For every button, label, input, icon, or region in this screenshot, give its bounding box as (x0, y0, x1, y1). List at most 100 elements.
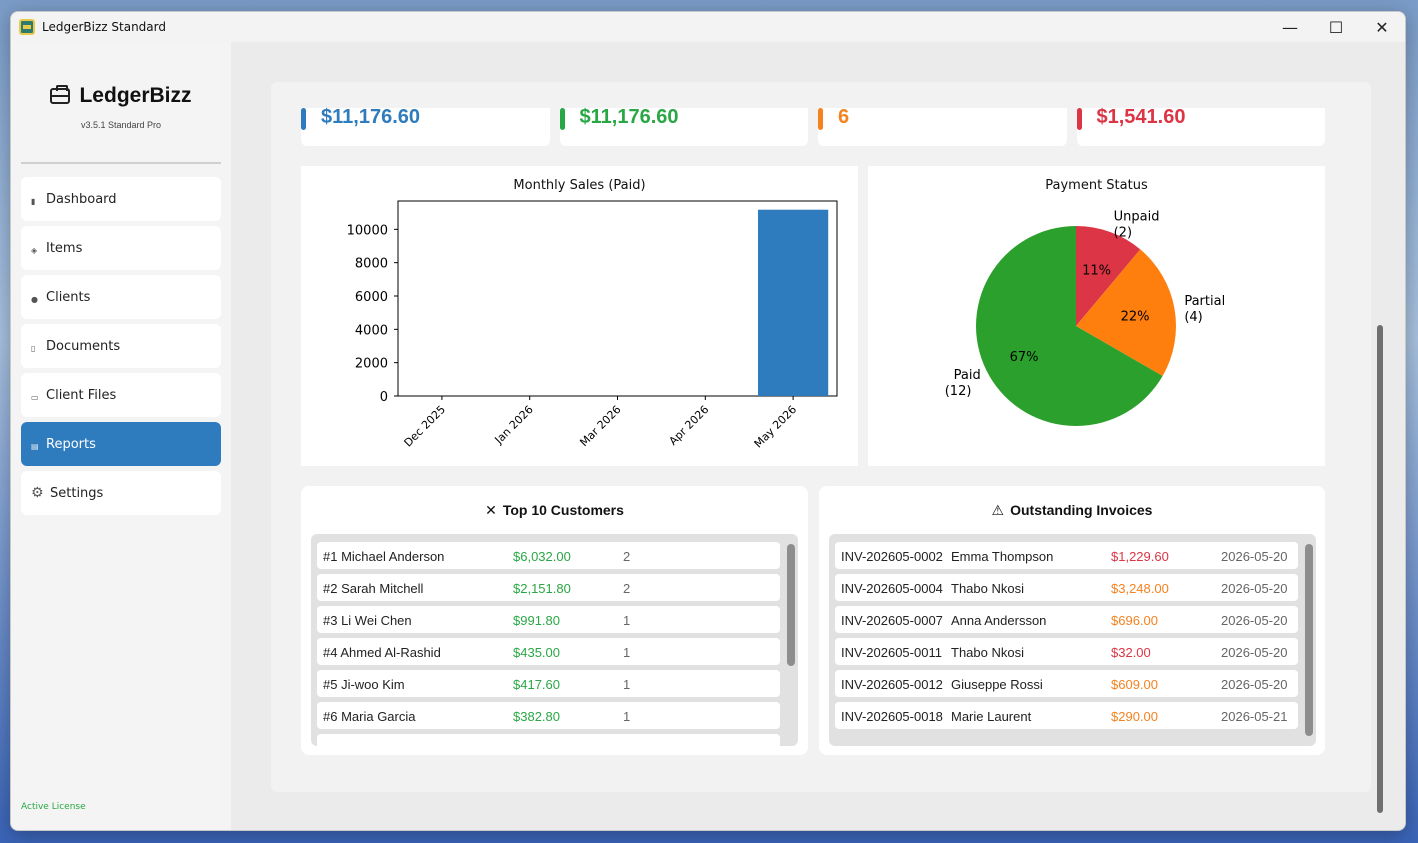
top-customers-panel: ✕ Top 10 Customers #1 Michael Anderson $6,… (301, 486, 808, 755)
sidebar-item-label: Documents (46, 338, 121, 354)
y-tick-label: 0 (380, 390, 388, 405)
stats-row: $11,176.60 $11,176.60 6 $1,541.60 (301, 106, 1325, 146)
customer-row[interactable]: #3 Li Wei Chen $991.80 1 (317, 606, 780, 633)
close-button[interactable]: ✕ (1375, 17, 1389, 37)
pie-pct-label: 11% (1082, 264, 1111, 279)
pie-chart-title: Payment Status (1045, 178, 1148, 193)
outstanding-header: ⚠ Outstanding Invoices (819, 502, 1325, 519)
sidebar-divider (21, 162, 221, 164)
main-area: $11,176.60 $11,176.60 6 $1,541.60 Monthly S… (231, 42, 1405, 830)
customer-row[interactable]: #4 Ahmed Al-Rashid $435.00 1 (317, 638, 780, 665)
customer-name: #5 Ji-woo Kim (323, 677, 405, 692)
outstanding-invoices-list[interactable]: INV-202605-0002 Emma Thompson $1,229.60 202… (829, 534, 1316, 746)
customer-invoice-count: 1 (623, 613, 631, 628)
invoice-amount: $32.00 (1111, 645, 1151, 660)
top-customers-list[interactable]: #1 Michael Anderson $6,032.00 2 #2 Sarah Mi… (311, 534, 798, 746)
customer-invoice-count: 1 (623, 645, 631, 660)
pie-label: Unpaid (1114, 210, 1160, 225)
trophy-icon: ✕ (485, 502, 497, 518)
customer-amount: $417.60 (513, 677, 560, 692)
stat-value: $11,176.60 (579, 106, 679, 128)
y-tick-label: 2000 (355, 357, 388, 372)
sidebar-item-label: Items (46, 240, 83, 256)
pie-count-label: (12) (945, 384, 972, 399)
stat-accent-bar (301, 108, 306, 130)
invoice-row[interactable]: INV-202605-0012 Giuseppe Rossi $609.00 2026… (835, 670, 1298, 697)
invoice-number: INV-202605-0004 (841, 581, 943, 596)
stat-value: 6 (838, 106, 850, 128)
invoice-client: Marie Laurent (951, 709, 1032, 724)
invoices-scrollbar[interactable] (1305, 544, 1313, 736)
sidebar-item-label: Clients (46, 289, 91, 305)
sidebar-item-client-files[interactable]: ▭ Client Files (21, 373, 221, 417)
invoice-date: 2026-05-20 (1221, 677, 1288, 692)
customer-amount: $382.80 (513, 709, 560, 724)
x-tick-label: Mar 2026 (577, 403, 623, 449)
payment-status-chart: Payment Status 11% Unpaid (2) 22% Partial (4)… (868, 166, 1325, 466)
stat-value: $1,541.60 (1096, 106, 1186, 128)
sidebar-item-items[interactable]: ◈ Items (21, 226, 221, 270)
invoice-amount: $1,229.60 (1111, 549, 1169, 564)
invoice-row[interactable]: INV-202605-0018 Marie Laurent $290.00 2026-… (835, 702, 1298, 729)
customer-name: #4 Ahmed Al-Rashid (323, 645, 441, 660)
customer-row-partial[interactable] (317, 734, 780, 746)
sidebar-item-label: Reports (46, 436, 96, 452)
pie-pct-label: 67% (1010, 350, 1039, 365)
invoice-amount: $696.00 (1111, 613, 1158, 628)
y-tick-label: 6000 (355, 290, 388, 305)
reports-panel: $11,176.60 $11,176.60 6 $1,541.60 Monthly S… (271, 82, 1383, 813)
customer-invoice-count: 2 (623, 581, 631, 596)
customers-scrollbar[interactable] (787, 544, 795, 666)
outstanding-invoices-panel: ⚠ Outstanding Invoices INV-202605-0002 Emm… (819, 486, 1325, 755)
invoice-amount: $3,248.00 (1111, 581, 1169, 596)
sidebar-item-label: Client Files (46, 387, 117, 403)
invoice-date: 2026-05-20 (1221, 549, 1288, 564)
minimize-button[interactable]: — (1282, 17, 1298, 37)
sidebar-item-documents[interactable]: ▯ Documents (21, 324, 221, 368)
stat-accent-bar (559, 108, 565, 130)
top-customers-title: Top 10 Customers (502, 502, 624, 518)
invoice-client: Thabo Nkosi (951, 581, 1024, 596)
stat-accent-bar (818, 108, 823, 130)
customer-row[interactable]: #2 Sarah Mitchell $2,151.80 2 (317, 574, 780, 601)
stat-accent-bar (1076, 108, 1082, 130)
customer-row[interactable]: #5 Ji-woo Kim $417.60 1 (317, 670, 780, 697)
sidebar-item-label: Settings (50, 485, 104, 501)
stat-card: 6 (818, 106, 1067, 146)
chart-icon: ▤ (31, 441, 39, 451)
invoice-client: Thabo Nkosi (951, 645, 1024, 660)
invoice-row[interactable]: INV-202605-0002 Emma Thompson $1,229.60 202… (835, 542, 1298, 569)
invoice-number: INV-202605-0018 (841, 709, 943, 724)
customer-name: #1 Michael Anderson (323, 549, 445, 564)
customer-row[interactable]: #6 Maria Garcia $382.80 1 (317, 702, 780, 729)
briefcase-icon (50, 85, 71, 104)
pie-count-label: (2) (1114, 226, 1132, 241)
sidebar-item-clients[interactable]: ● Clients (21, 275, 221, 319)
sidebar-item-settings[interactable]: ⚙ Settings (21, 471, 221, 515)
app-logo-icon (19, 19, 35, 35)
warning-icon: ⚠ (991, 502, 1005, 518)
customer-amount: $435.00 (513, 645, 560, 660)
sidebar-nav: ▮ Dashboard ◈ Items ● Clients ▯ Documents ▭ Clien… (21, 177, 221, 520)
window-title: LedgerBizz Standard (42, 20, 166, 34)
x-tick-label: Dec 2025 (402, 403, 449, 450)
customer-row[interactable]: #1 Michael Anderson $6,032.00 2 (317, 542, 780, 569)
pie-label: Paid (954, 368, 981, 383)
sidebar-item-dashboard[interactable]: ▮ Dashboard (21, 177, 221, 221)
sidebar-item-reports[interactable]: ▤ Reports (21, 422, 221, 466)
customer-name: #2 Sarah Mitchell (323, 581, 424, 596)
stat-card: $11,176.60 (301, 106, 550, 146)
invoice-date: 2026-05-20 (1221, 645, 1288, 660)
main-scrollbar[interactable] (1377, 325, 1383, 813)
license-status: Active License (21, 802, 86, 812)
customer-invoice-count: 2 (623, 549, 631, 564)
outstanding-title: Outstanding Invoices (1010, 502, 1153, 518)
maximize-button[interactable]: ☐ (1328, 17, 1344, 37)
customer-invoice-count: 1 (623, 709, 631, 724)
y-tick-label: 4000 (355, 323, 388, 338)
pie-slice (976, 226, 1163, 426)
invoice-row[interactable]: INV-202605-0004 Thabo Nkosi $3,248.00 2026-… (835, 574, 1298, 601)
invoice-row[interactable]: INV-202605-0007 Anna Andersson $696.00 2026… (835, 606, 1298, 633)
invoice-amount: $609.00 (1111, 677, 1158, 692)
invoice-row[interactable]: INV-202605-0011 Thabo Nkosi $32.00 2026-05-… (835, 638, 1298, 665)
